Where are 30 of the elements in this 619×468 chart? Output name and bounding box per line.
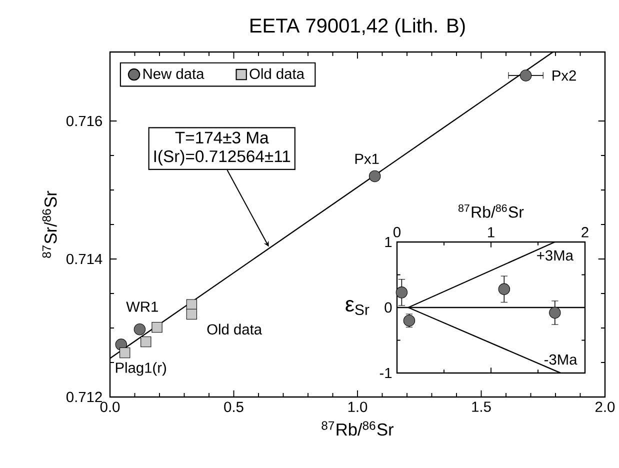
legend-label: New data	[144, 68, 204, 79]
annotation: Plag1(r)	[116, 362, 166, 376]
legend-label: Old data	[250, 68, 304, 79]
y-tick-label: 0.712	[66, 392, 102, 402]
y-tick-label: 0	[384, 302, 392, 313]
y-tick-label: 1	[385, 236, 392, 248]
annotation: WR1	[126, 302, 158, 312]
annotation: T=174±3 Ma	[175, 132, 269, 144]
chart-title: EETA 79001,42 (Lith. B)	[250, 18, 465, 37]
x-tick-label: 2	[582, 227, 588, 238]
x-tick-label: 0.5	[224, 402, 244, 412]
x-tick-label: 2.0	[596, 402, 615, 412]
y-axis-title: ε$_{Sr}$	[346, 300, 370, 316]
annotation: I(Sr)=0.712564±11	[154, 150, 290, 166]
x-tick-label: 1	[488, 227, 494, 238]
x-axis-title: $^{87}$Rb/$^{86}$Sr	[458, 204, 524, 218]
legend-label: +3Ma	[537, 250, 574, 261]
x-tick-label: 1.5	[472, 402, 491, 412]
y-tick-label: 0.716	[66, 116, 102, 126]
legend-label: -3Ma	[544, 354, 578, 365]
annotation: Old data	[207, 324, 262, 335]
y-axis-title: $^{87}$Sr/$^{86}$Sr	[42, 190, 57, 258]
x-tick-label: 0.0	[100, 402, 120, 412]
x-axis-title: $^{87}$Rb/$^{86}$Sr	[322, 421, 394, 436]
annotation: Px2	[552, 70, 576, 81]
annotation: Px1	[355, 154, 379, 164]
y-tick-label: 0.714	[66, 254, 102, 264]
y-tick-label: -1	[380, 368, 392, 378]
x-tick-label: 0	[393, 226, 400, 238]
x-tick-label: 1.0	[348, 402, 368, 412]
